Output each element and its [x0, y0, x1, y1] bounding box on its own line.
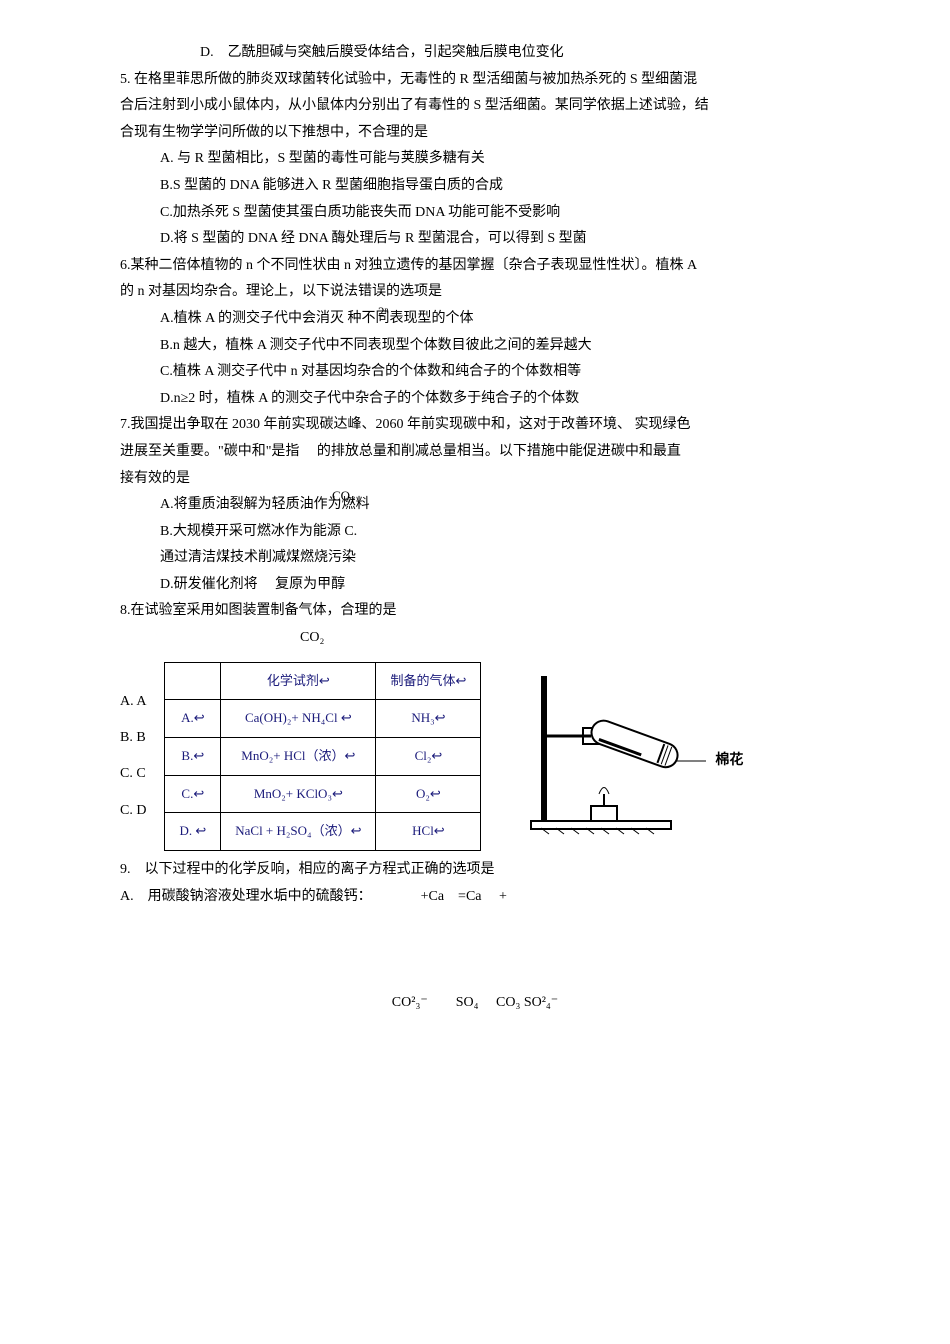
q8-co2-label: CO₂	[120, 625, 830, 652]
cell-b-gas: Cl₂↩	[376, 738, 481, 776]
cell-c-label: C.↩	[165, 775, 221, 813]
table-header-reagent: 化学试剂↩	[221, 662, 376, 700]
q9-bottom-formula: CO²₃⁻ SO₄ CO₃ SO²₄⁻	[120, 990, 830, 1017]
q8-stem: 8.在试验室采用如图装置制备气体，合理的是	[120, 598, 830, 625]
q6-option-d: D.n≥2 时，植株 A 的测交子代中杂合子的个体数多于纯合子的个体数	[120, 386, 830, 413]
label-d: C. D	[120, 793, 146, 829]
table-header-row: 化学试剂↩ 制备的气体↩	[165, 662, 481, 700]
q6-option-b: B.n 越大，植株 A 测交子代中不同表现型个体数目彼此之间的差异越大	[120, 333, 830, 360]
q5-option-a: A. 与 R 型菌相比，S 型菌的毒性可能与荚膜多糖有关	[120, 146, 830, 173]
q9-option-a: A. 用碳酸钠溶液处理水垢中的硫酸钙： +Ca =Ca +	[120, 884, 830, 911]
apparatus-cotton-label: 棉花	[715, 748, 743, 775]
table-row: C.↩ MnO₂+ KClO₃↩ O₂↩	[165, 775, 481, 813]
cell-b-label: B.↩	[165, 738, 221, 776]
cell-c-reagent: MnO₂+ KClO₃↩	[221, 775, 376, 813]
label-b: B. B	[120, 720, 146, 756]
cell-d-label: D. ↩	[165, 813, 221, 851]
q6-option-a: A.植株 A 的测交子代中会消灭 种不同表现型的个体 2ⁿ	[120, 306, 830, 333]
label-c: C. C	[120, 756, 146, 792]
q7-stem-line3: 接有效的是	[120, 466, 830, 493]
q9-stem: 9. 以下过程中的化学反响，相应的离子方程式正确的选项是	[120, 857, 830, 884]
q7-stem-line1: 7.我国提出争取在 2030 年前实现碳达峰、2060 年前实现碳中和，这对于改…	[120, 412, 830, 439]
q7-option-d: D.研发催化剂将 复原为甲醇	[120, 572, 830, 599]
q5-stem-line3: 合现有生物学学问所做的以下推想中，不合理的是	[120, 120, 830, 147]
q5-option-d: D.将 S 型菌的 DNA 经 DNA 酶处理后与 R 型菌混合，可以得到 S …	[120, 226, 830, 253]
q7-stem-line2: 进展至关重要。"碳中和"是指 的排放总量和削减总量相当。以下措施中能促进碳中和最…	[120, 439, 830, 466]
cell-d-reagent: NaCl + H₂SO₄（浓）↩	[221, 813, 376, 851]
q8-table-and-figure: A. A B. B C. C C. D 化学试剂↩ 制备的气体↩ A.↩ Ca(…	[120, 662, 830, 851]
q5-stem-line2: 合后注射到小成小鼠体内，从小鼠体内分别出了有毒性的 S 型活细菌。某同学依据上述…	[120, 93, 830, 120]
q6-option-c: C.植株 A 测交子代中 n 对基因均杂合的个体数和纯合子的个体数相等	[120, 359, 830, 386]
q5-option-c: C.加热杀死 S 型菌使其蛋白质功能丧失而 DNA 功能可能不受影响	[120, 200, 830, 227]
table-row: A.↩ Ca(OH)₂+ NH₄Cl ↩ NH₃↩	[165, 700, 481, 738]
q7-option-b: B.大规模开采可燃冰作为能源 C.	[120, 519, 830, 546]
q6-stem-line1: 6.某种二倍体植物的 n 个不同性状由 n 对独立遗传的基因掌握〔杂合子表现显性…	[120, 253, 830, 280]
table-header-gas: 制备的气体↩	[376, 662, 481, 700]
cell-b-reagent: MnO₂+ HCl（浓）↩	[221, 738, 376, 776]
cell-a-reagent: Ca(OH)₂+ NH₄Cl ↩	[221, 700, 376, 738]
table-header-empty	[165, 662, 221, 700]
q5-stem-line1: 5. 在格里菲思所做的肺炎双球菌转化试验中，无毒性的 R 型活细菌与被加热杀死的…	[120, 67, 830, 94]
q6-option-a-text: A.植株 A 的测交子代中会消灭 种不同表现型的个体	[160, 311, 473, 326]
q7-option-a: A.将重质油裂解为轻质油作为燃料 CO₂	[120, 492, 830, 519]
document-page: D. 乙酰胆碱与突触后膜受体结合，引起突触后膜电位变化 5. 在格里菲思所做的肺…	[0, 0, 950, 1071]
q8-apparatus-figure: 棉花	[521, 666, 741, 847]
apparatus-svg	[521, 666, 741, 836]
cell-c-gas: O₂↩	[376, 775, 481, 813]
table-row: B.↩ MnO₂+ HCl（浓）↩ Cl₂↩	[165, 738, 481, 776]
q6-stem-line2: 的 n 对基因均杂合。理论上，以下说法错误的选项是	[120, 279, 830, 306]
q6-option-a-overlay-2n: 2ⁿ	[378, 300, 389, 325]
q8-answer-labels: A. A B. B C. C C. D	[120, 684, 146, 830]
q7-option-c: 通过清洁煤技术削减煤燃烧污染	[120, 545, 830, 572]
table-row: D. ↩ NaCl + H₂SO₄（浓）↩ HCl↩	[165, 813, 481, 851]
cell-a-gas: NH₃↩	[376, 700, 481, 738]
q8-table: 化学试剂↩ 制备的气体↩ A.↩ Ca(OH)₂+ NH₄Cl ↩ NH₃↩ B…	[164, 662, 481, 851]
q7-option-a-overlay-co2: CO₂	[332, 484, 355, 509]
q5-option-b: B.S 型菌的 DNA 能够进入 R 型菌细胞指导蛋白质的合成	[120, 173, 830, 200]
cell-a-label: A.↩	[165, 700, 221, 738]
cell-d-gas: HCl↩	[376, 813, 481, 851]
label-a: A. A	[120, 684, 146, 720]
q4-option-d: D. 乙酰胆碱与突触后膜受体结合，引起突触后膜电位变化	[120, 40, 830, 67]
